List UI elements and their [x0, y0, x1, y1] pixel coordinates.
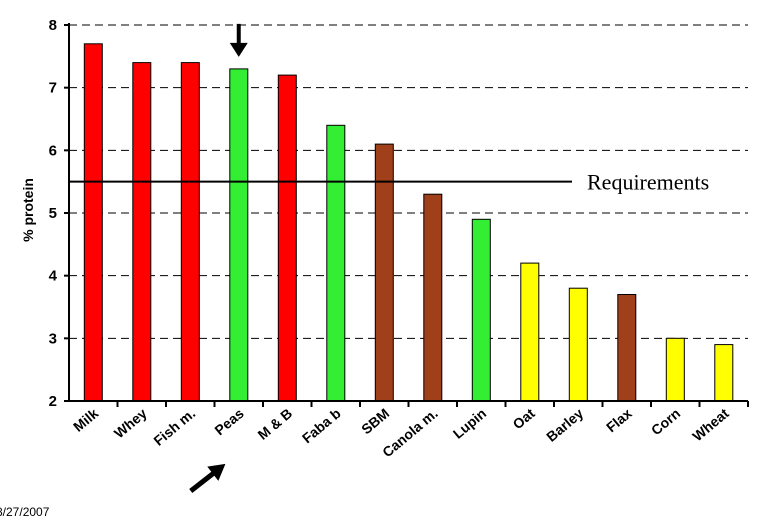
footer-date: 8/27/2007	[0, 505, 50, 519]
arrows	[189, 23, 248, 493]
requirement-label: Requirements	[587, 170, 709, 195]
y-axis-label: % protein	[20, 178, 36, 242]
y-tick-label: 4	[49, 268, 58, 285]
y-tick-labels: 2 3 4 5 6 7 8	[49, 17, 58, 410]
x-tick-label: Fish m.	[150, 405, 198, 449]
x-tick-label: Milk	[70, 405, 101, 435]
bar-canola-m	[423, 193, 443, 402]
bar-oat	[520, 262, 540, 402]
x-tick-labels: Milk Whey Fish m. Peas M & B Faba b SBMCanola …	[70, 405, 732, 460]
bar-barley	[568, 287, 588, 402]
bar-peas	[229, 68, 249, 402]
x-tick-label: Corn	[648, 405, 683, 438]
x-tick-label: Whey	[111, 405, 150, 441]
down-arrow-icon	[229, 23, 248, 57]
bar-wheat	[714, 344, 734, 402]
bar-fish-m	[180, 62, 200, 402]
y-tick-label: 6	[49, 142, 57, 159]
y-tick-label: 3	[49, 330, 57, 347]
bar-milk	[83, 43, 103, 402]
x-tick-label: Oat	[510, 405, 538, 432]
x-tick-label: Faba b	[299, 405, 344, 446]
x-tick-label: SBM	[358, 405, 392, 437]
y-tick-label: 2	[49, 393, 57, 410]
y-tick-label: 7	[49, 80, 57, 97]
bars	[83, 43, 734, 402]
bar-lupin	[471, 218, 491, 402]
y-tick-label: 5	[49, 205, 57, 222]
requirement-line-group: Requirements	[69, 170, 709, 195]
diagonal-arrow-icon	[189, 463, 226, 493]
x-tick-label: M & B	[255, 405, 296, 443]
x-tick-label: Flax	[603, 405, 635, 435]
bar-flax	[617, 294, 637, 402]
bar-faba-b	[326, 124, 346, 402]
bar-m-b	[277, 74, 297, 402]
bar-whey	[132, 62, 152, 402]
axes	[64, 23, 749, 407]
x-tick-label: Lupin	[450, 405, 489, 442]
bar-corn	[665, 337, 685, 402]
x-tick-label: Peas	[211, 405, 246, 438]
x-tick-label: Barley	[543, 405, 586, 445]
y-tick-label: 8	[49, 17, 57, 34]
x-tick-label: Wheat	[689, 405, 732, 444]
